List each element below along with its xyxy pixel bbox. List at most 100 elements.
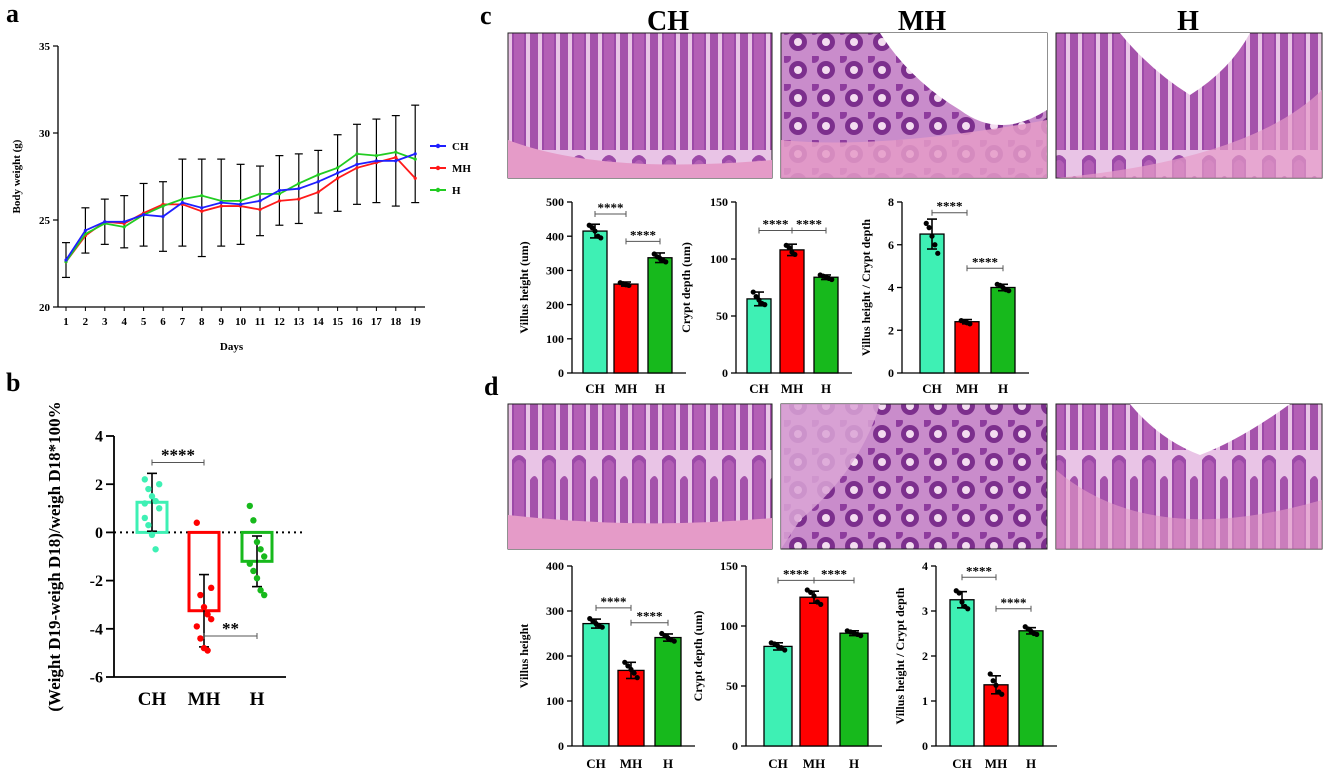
chart-b-data-point — [193, 623, 200, 630]
chart-d1-y-tick-label: 400 — [546, 559, 564, 573]
chart-c3-data-point — [1006, 288, 1012, 294]
chart-a-ylabel: Body weight (g) — [11, 139, 23, 213]
chart-b-sig-label: **** — [161, 446, 195, 465]
chart-c2-data-point — [792, 251, 798, 258]
chart-b-data-point — [253, 574, 261, 582]
panel-label-d: d — [484, 372, 499, 401]
chart-d2-data-point — [818, 601, 824, 608]
chart-d3-data-point — [987, 671, 993, 677]
chart-d1-y-tick-label: 300 — [546, 604, 564, 618]
chart-c1-y-tick-label: 400 — [546, 229, 564, 243]
chart-a-point-mh — [394, 155, 398, 159]
chart-c2-y-tick-label: 100 — [710, 252, 728, 266]
chart-d1-data-point — [671, 638, 677, 644]
chart-c1-data-point — [626, 282, 632, 289]
chart-b-data-point — [148, 493, 156, 500]
chart-a-point-mh — [297, 197, 301, 201]
chart-b-data-point — [257, 587, 264, 594]
chart-a-x-tick-label: 10 — [235, 316, 247, 328]
chart-a-x-tick-label: 12 — [274, 316, 286, 328]
chart-d3-x-tick-label: H — [1026, 756, 1036, 771]
chart-d3-data-point — [990, 678, 996, 684]
chart-d1-data-point — [631, 670, 637, 676]
chart-c2-data-point — [753, 294, 759, 300]
chart-a-point-h — [413, 157, 417, 161]
chart-d1: 0 100 200 300 400 CH MH H Villus height **** **** — [517, 559, 695, 771]
chart-d2-sig-label: **** — [821, 566, 847, 581]
chart-b-data-point — [204, 647, 211, 654]
chart-d3-y-tick-label: 1 — [922, 694, 928, 708]
ileum-crypt-mh-image — [780, 403, 1048, 550]
chart-b-data-point — [197, 591, 204, 599]
chart-c2-ylabel: Crypt depth (um) — [679, 242, 693, 333]
chart-a-point-h — [394, 150, 398, 154]
chart-d1-y-tick-label: 200 — [546, 649, 564, 663]
chart-a-point-ch — [161, 214, 165, 219]
histology-header-mh: MH — [898, 6, 946, 37]
chart-b-data-point — [145, 521, 152, 529]
chart-c3-y-tick-label: 4 — [888, 281, 894, 295]
chart-a-x-tick-label: 3 — [102, 316, 108, 328]
chart-d3-data-point — [956, 590, 962, 596]
chart-a-point-ch — [413, 152, 417, 156]
chart-b: -6 -4 -2 0 2 4 CH MH H (Weight D19-weigh D18)/wei… — [45, 401, 304, 712]
chart-b-data-point — [250, 567, 257, 575]
chart-b-x-tick-label: MH — [188, 689, 221, 710]
chart-d3-data-point — [1034, 631, 1040, 638]
chart-c3-data-point — [935, 250, 941, 256]
chart-c3-x-tick-label: MH — [956, 381, 978, 396]
chart-a-point-ch — [103, 220, 107, 224]
chart-a-legend-marker-mh — [435, 165, 441, 171]
chart-d1-data-point — [634, 675, 640, 681]
chart-c2-x-tick-label: MH — [781, 381, 803, 396]
chart-a-point-ch — [258, 199, 262, 203]
chart-d1-y-tick-label: 0 — [558, 739, 564, 753]
chart-a-y-tick-label: 35 — [39, 41, 51, 53]
chart-a-point-ch — [316, 180, 320, 184]
chart-a-y-tick-label: 20 — [39, 302, 51, 314]
chart-b-sig-label: ** — [222, 619, 239, 638]
chart-b-data-point — [246, 502, 253, 510]
chart-c3-x-tick-label: H — [998, 381, 1008, 396]
chart-a-point-ch — [180, 201, 184, 205]
chart-a-point-ch — [277, 188, 281, 193]
chart-c3-bar-ch — [919, 233, 945, 374]
chart-b-data-point — [246, 560, 253, 567]
chart-d2-data-point — [808, 589, 814, 596]
chart-d2-y-tick-label: 150 — [720, 559, 738, 573]
chart-b-data-point — [208, 584, 215, 592]
chart-b-data-point — [141, 514, 148, 522]
chart-a-legend-marker-h — [435, 187, 441, 193]
chart-d3-data-point — [959, 599, 965, 605]
chart-b-y-tick-label: 4 — [95, 429, 103, 446]
chart-c2-y-tick-label: 50 — [716, 309, 728, 323]
chart-a-point-h — [180, 197, 184, 201]
chart-b-y-tick-label: -2 — [90, 573, 103, 590]
chart-a-point-h — [336, 166, 340, 170]
chart-d2: 0 50 100 150 CH MH H Crypt depth (um) **** **** — [691, 559, 882, 771]
chart-a-point-ch — [297, 187, 301, 191]
chart-a-point-h — [161, 204, 165, 208]
jejunum-villi-mh-image — [780, 32, 1048, 179]
chart-c1-sig-label: **** — [630, 227, 656, 242]
chart-c1-bar-mh — [613, 283, 639, 374]
chart-a-legend-label-ch: CH — [452, 141, 469, 153]
panel-label-b: b — [6, 368, 20, 397]
chart-b-data-point — [152, 497, 159, 505]
chart-a-point-h — [316, 173, 320, 177]
chart-d2-data-point — [811, 593, 817, 599]
chart-c1-bar-ch — [582, 230, 608, 374]
chart-c3-data-point — [967, 321, 973, 327]
chart-d2-data-point — [858, 633, 864, 639]
chart-a-legend-label-mh: MH — [452, 163, 471, 175]
chart-a-point-h — [297, 181, 301, 186]
chart-c1-data-point — [592, 228, 598, 234]
chart-a-point-mh — [200, 209, 204, 213]
chart-d3-ylabel: Villus height / Crypt depth — [893, 587, 907, 724]
chart-d3-data-point — [965, 606, 971, 612]
chart-d2-ylabel: Crypt depth (um) — [691, 611, 705, 702]
chart-d1-data-point — [628, 666, 634, 673]
chart-c3-data-point — [932, 242, 938, 248]
chart-b-x-tick-label: H — [250, 689, 265, 710]
